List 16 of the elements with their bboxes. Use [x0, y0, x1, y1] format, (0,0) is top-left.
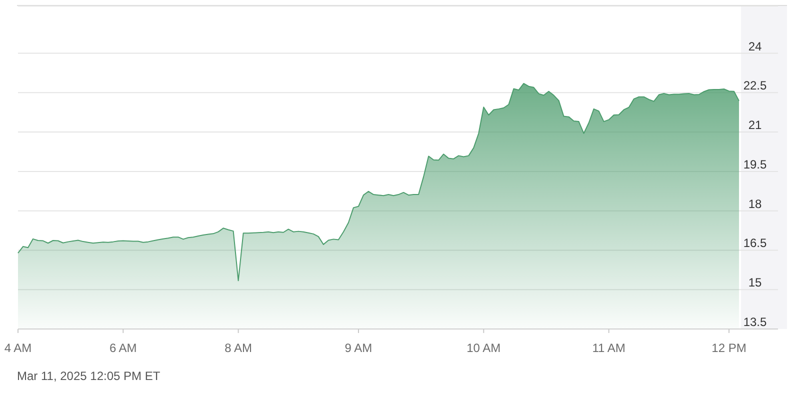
x-tick-label: 4 AM — [4, 341, 32, 355]
x-tick-label: 9 AM — [344, 341, 372, 355]
y-tick-label: 21 — [748, 118, 762, 132]
y-tick-label: 16.5 — [743, 236, 767, 250]
x-tick-label: 11 AM — [592, 341, 626, 355]
x-tick-label: 6 AM — [109, 341, 137, 355]
y-tick-label: 13.5 — [743, 315, 767, 329]
x-tick-label: 12 PM — [712, 341, 746, 355]
y-tick-label: 15 — [748, 276, 762, 290]
y-tick-label: 18 — [748, 196, 762, 211]
x-tick-label: 10 AM — [466, 341, 501, 355]
y-tick-label: 19.5 — [743, 157, 767, 172]
y-tick-label: 22.5 — [743, 78, 767, 93]
y-tick-label: 24 — [748, 39, 762, 54]
text: Mar 11, 2025 12:05 PM ET — [17, 369, 160, 383]
x-tick-label: 8 AM — [224, 341, 252, 355]
